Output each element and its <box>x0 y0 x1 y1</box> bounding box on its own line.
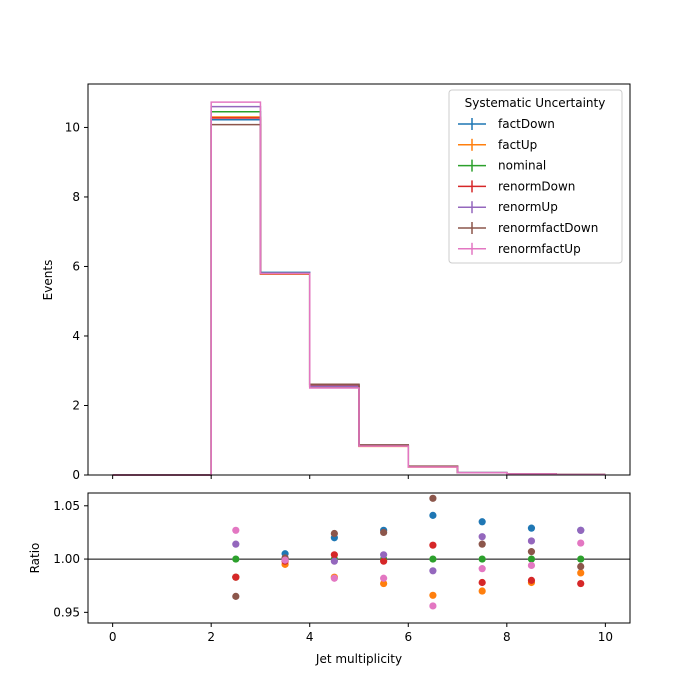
ratio-point-factUp <box>380 579 388 588</box>
ratio-point-renormDown <box>478 578 486 587</box>
ratio-y-tick-label: 1.05 <box>53 499 80 513</box>
ratio-plot-frame <box>87 492 631 624</box>
ratio-point-nominal <box>527 555 536 563</box>
ratio-point-renormDown <box>577 579 585 588</box>
ratio-point-renormUp <box>232 540 240 548</box>
ratio-x-tick-label: 6 <box>404 630 412 644</box>
ratio-point-renormUp <box>527 537 536 545</box>
legend-label-renormDown: renormDown <box>498 179 575 193</box>
ratio-point-renormDown <box>380 557 388 565</box>
events-y-tick-label: 0 <box>72 468 80 482</box>
ratio-y-axis-label: Ratio <box>28 543 42 574</box>
ratio-point-renormDown <box>527 576 536 584</box>
ratio-point-renormUp <box>577 526 585 534</box>
legend-title: Systematic Uncertainty <box>465 96 606 110</box>
x-axis-label: Jet multiplicity <box>315 652 402 666</box>
ratio-point-renormDown <box>330 551 338 559</box>
ratio-point-renormfactUp <box>478 565 486 573</box>
ratio-point-renormfactDown <box>330 529 338 538</box>
ratio-x-tick-label: 8 <box>503 630 511 644</box>
events-y-tick-label: 10 <box>65 120 80 134</box>
events-y-tick-label: 6 <box>72 259 80 273</box>
ratio-y-ticks: 0.95 1.00 1.05 <box>53 499 88 619</box>
events-y-tick-label: 2 <box>72 398 80 412</box>
ratio-point-renormfactDown <box>380 528 388 537</box>
ratio-y-tick-label: 1.00 <box>53 552 80 566</box>
ratio-point-renormfactUp <box>281 556 289 564</box>
ratio-point-factDown <box>478 518 486 526</box>
ratio-point-renormfactDown <box>478 540 486 548</box>
events-y-tick-label: 4 <box>72 329 80 343</box>
ratio-point-factDown <box>429 511 437 519</box>
events-panel: 0 2 4 6 8 10 Events Systematic Uncertainty fa… <box>41 83 631 482</box>
ratio-point-renormDown <box>429 541 437 549</box>
ratio-point-factUp <box>577 569 585 577</box>
ratio-x-tick-label: 10 <box>598 630 613 644</box>
legend: Systematic Uncertainty factDown factUp nom… <box>448 89 623 264</box>
legend-label-renormfactDown: renormfactDown <box>498 221 598 235</box>
ratio-point-renormUp <box>330 557 338 565</box>
ratio-point-renormfactUp <box>429 602 437 610</box>
ratio-point-nominal <box>232 555 240 563</box>
ratio-x-tick-label: 0 <box>109 630 117 644</box>
ratio-point-factUp <box>429 591 437 599</box>
events-y-ticks: 0 2 4 6 8 10 <box>65 120 88 482</box>
events-x-ticks <box>112 475 606 479</box>
ratio-point-factUp <box>478 587 486 595</box>
ratio-point-renormfactUp <box>232 526 240 534</box>
events-y-axis-label: Events <box>41 260 55 301</box>
events-series-group <box>112 101 606 476</box>
ratio-point-factDown <box>527 524 536 532</box>
legend-label-factUp: factUp <box>498 138 537 152</box>
ratio-point-nominal <box>478 555 486 563</box>
events-y-tick-label: 8 <box>72 190 80 204</box>
ratio-point-renormfactDown <box>429 494 437 502</box>
ratio-x-ticks: 0 2 4 6 8 10 <box>109 623 613 644</box>
ratio-point-nominal <box>429 555 437 563</box>
ratio-points-group <box>232 494 585 610</box>
ratio-point-renormUp <box>429 567 437 575</box>
legend-label-factDown: factDown <box>498 117 555 131</box>
legend-box <box>448 89 623 264</box>
ratio-point-renormfactUp <box>527 561 536 570</box>
events-step-line-renormfactUp <box>112 101 606 476</box>
ratio-point-renormDown <box>232 573 240 581</box>
legend-items: factDown factUp nominal renormDown renormUp r… <box>458 117 598 256</box>
ratio-point-renormfactDown <box>232 592 240 600</box>
ratio-y-tick-label: 0.95 <box>53 605 80 619</box>
ratio-point-renormfactUp <box>380 574 388 582</box>
ratio-point-renormfactDown <box>527 548 536 556</box>
legend-label-nominal: nominal <box>498 159 546 173</box>
ratio-x-tick-label: 4 <box>306 630 314 644</box>
legend-label-renormfactUp: renormfactUp <box>498 242 581 256</box>
ratio-point-renormUp <box>380 551 388 559</box>
ratio-point-nominal <box>577 555 585 563</box>
ratio-point-renormfactUp <box>577 539 585 547</box>
legend-label-renormUp: renormUp <box>498 200 558 214</box>
ratio-panel: 0.95 1.00 1.05 0 2 4 6 8 10 Ratio Jet multiplic… <box>28 492 631 666</box>
ratio-x-tick-label: 2 <box>207 630 215 644</box>
ratio-point-renormUp <box>478 533 486 541</box>
ratio-point-renormfactUp <box>330 574 338 582</box>
ratio-point-renormfactDown <box>577 562 585 571</box>
events-plot-frame <box>87 83 631 476</box>
